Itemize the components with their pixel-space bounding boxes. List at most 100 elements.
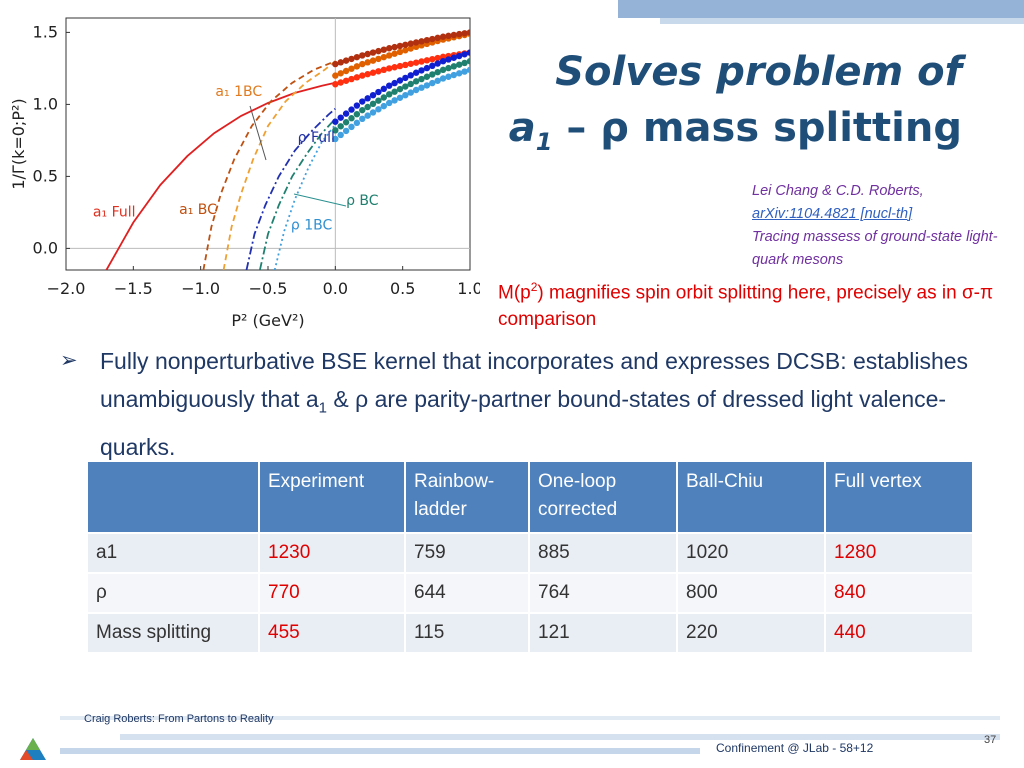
series-point: [407, 80, 414, 88]
series-point: [412, 69, 420, 76]
series-point: [386, 45, 393, 52]
series-point: [412, 59, 420, 66]
note-sup: 2: [530, 280, 538, 294]
series-point: [342, 57, 350, 64]
series-point: [439, 66, 447, 74]
series-point: [332, 72, 339, 79]
series-point: [461, 51, 468, 58]
ref-arxiv-link[interactable]: arXiv:1104.4821 [nucl-th]: [752, 206, 913, 222]
series-point: [332, 60, 339, 68]
table-cell: 840: [824, 572, 974, 614]
series-point: [407, 89, 414, 96]
series-point: [348, 55, 355, 63]
series-point: [429, 79, 436, 87]
series-point: [434, 60, 441, 67]
table-cell: 885: [528, 532, 678, 574]
series-point: [439, 33, 447, 40]
series-point: [375, 47, 382, 55]
series-point: [348, 106, 355, 113]
table-cell: a1: [86, 532, 260, 574]
title-line-2: a1 – ρ mass splitting: [509, 100, 962, 170]
table-cell: 1020: [676, 532, 826, 574]
series-point: [423, 82, 431, 89]
series-point: [386, 99, 393, 107]
series-point: [412, 39, 420, 46]
series-point: [359, 106, 366, 114]
chart-annotation: a₁ Full: [93, 205, 136, 221]
series-point: [423, 73, 431, 80]
series-point: [380, 102, 388, 110]
series-point: [429, 71, 436, 78]
x-tick-label: −2.0: [47, 279, 86, 298]
series-point: [391, 88, 398, 95]
footer-event: Confinement @ JLab - 58+12: [716, 741, 874, 755]
y-tick-label: 0.5: [33, 166, 58, 185]
series-point: [396, 42, 404, 50]
splitting-chart: −2.0 −1.5 −1.0 −0.5 0.0 0.5 1.0 0.0 0.5 1.0 1.5 P² …: [9, 17, 480, 330]
series-point: [337, 79, 344, 86]
series-point: [380, 46, 388, 53]
series-point: [407, 60, 414, 67]
series-point: [418, 75, 425, 83]
series-point: [364, 70, 371, 78]
mass-table: Experiment Rainbow-ladder One-loop corre…: [86, 460, 974, 654]
arrow-bullet-icon: ➢: [60, 349, 78, 372]
series-point: [423, 36, 431, 44]
series-line: [202, 60, 336, 270]
series-point: [456, 70, 463, 77]
table-cell: 121: [528, 612, 678, 654]
series-point: [348, 65, 355, 72]
series-point: [402, 61, 409, 69]
series-point: [364, 103, 371, 111]
y-tick-label: 1.0: [33, 94, 58, 113]
series-point: [342, 77, 350, 84]
series-line: [259, 118, 336, 270]
x-tick-label: 0.0: [323, 279, 348, 298]
series-point: [412, 78, 420, 85]
table-cell: 1230: [258, 532, 406, 574]
series-point: [450, 31, 458, 39]
series-point: [418, 38, 425, 45]
series-point: [396, 94, 404, 101]
series-point: [337, 123, 344, 130]
series-point: [380, 66, 388, 74]
series-point: [402, 91, 409, 99]
table-cell: 220: [676, 612, 826, 654]
series-point: [359, 52, 366, 59]
page-number: 37: [984, 734, 997, 746]
series-point: [466, 29, 470, 36]
series-point: [429, 35, 436, 43]
y-tick-label: 0.0: [33, 238, 58, 257]
note-prefix: M(p: [498, 282, 531, 304]
title-a: a: [508, 105, 536, 151]
series-point: [445, 73, 452, 80]
series-point: [369, 69, 377, 76]
series-point: [396, 85, 404, 93]
footer-author: Craig Roberts: From Partons to Reality: [84, 713, 274, 725]
series-point: [364, 95, 371, 102]
series-point: [450, 71, 458, 79]
table-cell: 764: [528, 572, 678, 614]
series-point: [375, 97, 382, 104]
series-point: [434, 68, 441, 76]
series-point: [348, 123, 355, 131]
series-point: [450, 54, 458, 61]
series-point: [466, 66, 470, 74]
series-point: [396, 77, 404, 84]
series-point: [369, 91, 377, 99]
chart-annotation: a₁ BC: [179, 202, 217, 218]
series-point: [375, 55, 382, 63]
table-cell: ρ: [86, 572, 260, 614]
series-point: [342, 127, 350, 135]
series-point: [423, 64, 431, 72]
table-row: Mass splitting 455 115 121 220 440: [86, 612, 974, 654]
bullet-part-1: Fully nonperturbative BSE kernel that in…: [100, 348, 969, 412]
table-header: One-loop corrected: [528, 460, 678, 534]
reference: Lei Chang & C.D. Roberts, arXiv:1104.482…: [752, 180, 1022, 272]
series-point: [456, 61, 463, 68]
annotation-arrow: [249, 105, 267, 161]
series-point: [332, 135, 339, 143]
series-point: [402, 41, 409, 48]
slide-title: Solves problem of a1 – ρ mass splitting: [509, 44, 962, 170]
series-point: [396, 48, 404, 56]
